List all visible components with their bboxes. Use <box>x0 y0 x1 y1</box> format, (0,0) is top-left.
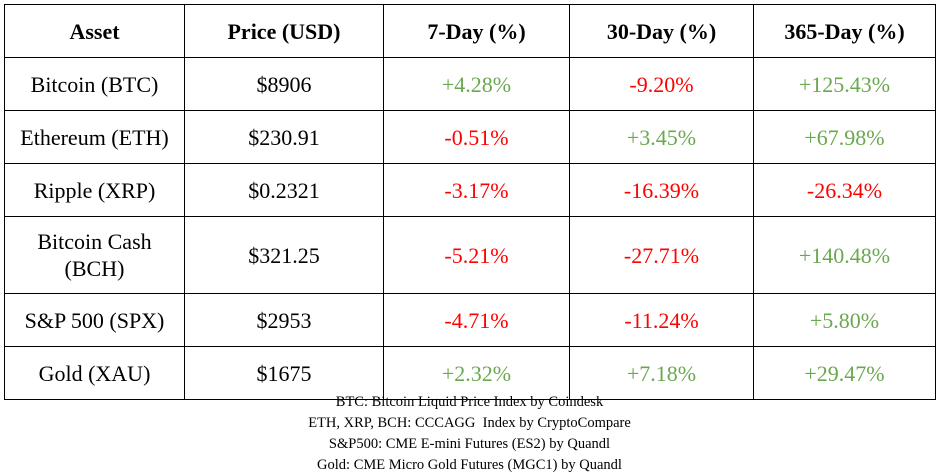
change-365-day-cell: -26.34% <box>753 163 936 217</box>
asset-cell: Ethereum (ETH) <box>4 110 185 164</box>
header-row: Asset Price (USD) 7-Day (%) 30-Day (%) 3… <box>4 4 936 58</box>
table-row: Gold (XAU) $1675 +2.32% +7.18% +29.47% <box>4 346 936 400</box>
price-cell: $321.25 <box>184 216 384 294</box>
table-row: S&P 500 (SPX) $2953 -4.71% -11.24% +5.80… <box>4 293 936 347</box>
asset-cell: Bitcoin Cash (BCH) <box>4 216 185 294</box>
table-row: Bitcoin (BTC) $8906 +4.28% -9.20% +125.4… <box>4 57 936 111</box>
source-note: Gold: CME Micro Gold Futures (MGC1) by Q… <box>317 457 622 473</box>
table-row: Bitcoin Cash (BCH) $321.25 -5.21% -27.71… <box>4 216 936 294</box>
asset-cell: Gold (XAU) <box>4 346 185 400</box>
price-cell: $8906 <box>184 57 384 111</box>
table-row: Ethereum (ETH) $230.91 -0.51% +3.45% +67… <box>4 110 936 164</box>
source-notes: BTC: Bitcoin Liquid Price Index by Coind… <box>0 392 939 476</box>
source-note: BTC: Bitcoin Liquid Price Index by Coind… <box>335 394 604 410</box>
header-30-day: 30-Day (%) <box>569 4 754 58</box>
change-365-day-cell: +67.98% <box>753 110 936 164</box>
asset-cell: Bitcoin (BTC) <box>4 57 185 111</box>
table-row: Ripple (XRP) $0.2321 -3.17% -16.39% -26.… <box>4 163 936 217</box>
price-cell: $230.91 <box>184 110 384 164</box>
header-7-day: 7-Day (%) <box>383 4 570 58</box>
change-7-day-cell: -3.17% <box>383 163 570 217</box>
header-365-day: 365-Day (%) <box>753 4 936 58</box>
header-asset: Asset <box>4 4 185 58</box>
change-365-day-cell: +140.48% <box>753 216 936 294</box>
change-7-day-cell: -5.21% <box>383 216 570 294</box>
price-cell: $2953 <box>184 293 384 347</box>
change-30-day-cell: -27.71% <box>569 216 754 294</box>
header-price: Price (USD) <box>184 4 384 58</box>
source-note: ETH, XRP, BCH: CCCAGG Index by CryptoCom… <box>308 415 631 431</box>
change-7-day-cell: -4.71% <box>383 293 570 347</box>
asset-cell: Ripple (XRP) <box>4 163 185 217</box>
price-cell: $0.2321 <box>184 163 384 217</box>
change-7-day-cell: -0.51% <box>383 110 570 164</box>
source-note: S&P500: CME E-mini Futures (ES2) by Quan… <box>328 436 611 452</box>
change-30-day-cell: -11.24% <box>569 293 754 347</box>
change-7-day-cell: +2.32% <box>383 346 570 400</box>
performance-table: Asset Price (USD) 7-Day (%) 30-Day (%) 3… <box>4 4 936 400</box>
change-7-day-cell: +4.28% <box>383 57 570 111</box>
change-30-day-cell: +3.45% <box>569 110 754 164</box>
change-30-day-cell: +7.18% <box>569 346 754 400</box>
change-30-day-cell: -16.39% <box>569 163 754 217</box>
change-365-day-cell: +5.80% <box>753 293 936 347</box>
change-30-day-cell: -9.20% <box>569 57 754 111</box>
change-365-day-cell: +29.47% <box>753 346 936 400</box>
price-cell: $1675 <box>184 346 384 400</box>
asset-cell: S&P 500 (SPX) <box>4 293 185 347</box>
change-365-day-cell: +125.43% <box>753 57 936 111</box>
